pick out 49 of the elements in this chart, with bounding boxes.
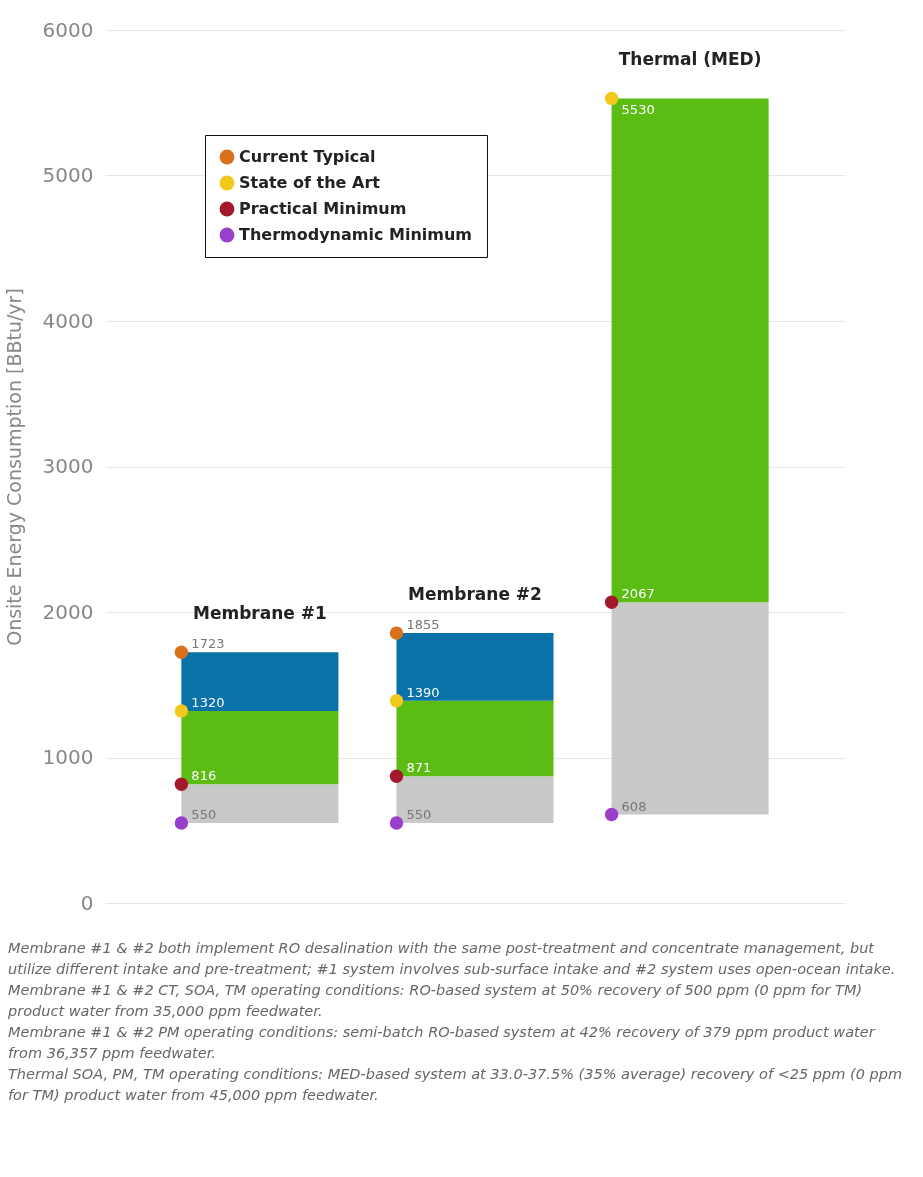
data-label: 550 [406, 806, 432, 822]
data-label: 5530 [621, 102, 655, 118]
y-tick-label: 5000 [42, 163, 94, 187]
bar [181, 710, 339, 785]
x-tick-label: Membrane #2 [408, 584, 542, 605]
data-label: 1320 [191, 694, 225, 710]
bar [611, 98, 769, 603]
point [389, 694, 404, 708]
y-tick-label: 1000 [42, 745, 94, 769]
y-tick-label: 6000 [42, 17, 94, 42]
y-tick-label: 4000 [42, 308, 94, 333]
bar [396, 776, 554, 823]
point [604, 807, 619, 822]
point [389, 626, 404, 640]
point [174, 645, 189, 659]
text: Thermal SOA, PM, TM operating conditions: MED-based system at 33.0-37.5% (35% average) recovery of <25 ppm (0 ppm for TM) product water from 45,000 ppm feedwater. [8, 1065, 903, 1105]
point [389, 769, 404, 783]
legend-label: Thermodynamic Minimum [239, 225, 473, 244]
data-label: 816 [191, 768, 217, 784]
y-tick-label: 3000 [42, 454, 94, 478]
data-label: 871 [406, 760, 432, 776]
text: Membrane #1 & #2 both implement RO desalination with the same post-treatment and concentrate management, but utilize different intake and pre-treatment; #1 system involves sub-surface intake and #2 system uses open-ocean intake. [8, 939, 897, 979]
x-tick-label: Thermal (MED) [618, 49, 762, 70]
text: Membrane #1 & #2 CT, SOA, TM operating conditions: RO-based system at 50% recovery of 500 ppm (0 ppm for TM) product water from 35,000 ppm feedwater. [8, 981, 864, 1021]
bar [611, 602, 769, 815]
point [604, 595, 619, 609]
legend-label: State of the Art [239, 173, 381, 192]
point [174, 704, 189, 718]
y-tick-label: 0 [80, 890, 94, 915]
data-label: 608 [621, 798, 647, 814]
data-label: 1390 [406, 684, 440, 700]
point [174, 777, 189, 791]
text: Membrane #1 & #2 PM operating conditions: semi-batch RO-based system at 42% recovery of 379 ppm product water from 36,357 ppm feedwater. [8, 1023, 877, 1063]
data-label: 1855 [406, 617, 440, 633]
y-tick-label: 2000 [42, 599, 94, 624]
bar [396, 633, 554, 701]
data-label: 550 [191, 806, 217, 822]
legend-label: Current Typical [239, 147, 376, 166]
data-label: 2067 [621, 586, 655, 602]
bar [181, 784, 339, 823]
bar [181, 652, 339, 711]
y-axis-title: Onsite Energy Consumption [BBtu/yr] [2, 288, 25, 646]
bar [396, 700, 554, 777]
point [389, 816, 404, 830]
legend-label: Practical Minimum [239, 199, 407, 218]
point [174, 816, 189, 830]
x-tick-label: Membrane #1 [192, 603, 327, 624]
data-label: 1723 [191, 636, 225, 652]
point [604, 91, 619, 106]
